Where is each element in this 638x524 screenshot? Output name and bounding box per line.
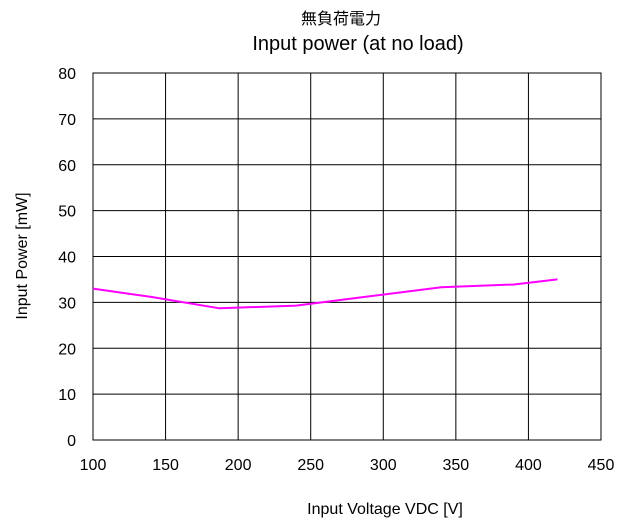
y-tick-label: 0	[67, 433, 76, 450]
y-tick-label: 40	[58, 250, 76, 267]
series-layer	[92, 278, 558, 310]
chart-title-japanese: 無負荷電力	[301, 10, 381, 28]
x-axis-label: Input Voltage VDC [V]	[307, 501, 463, 518]
y-axis-label: Input Power [mW]	[14, 192, 31, 319]
plot-area-frame	[92, 72, 602, 441]
y-tick-labels: 0 10 20 30 40 50 60 70 80	[58, 66, 76, 450]
x-tick-label: 450	[588, 457, 615, 474]
x-tick-label: 200	[225, 457, 252, 474]
x-tick-label: 300	[370, 457, 397, 474]
series-line	[92, 278, 558, 310]
y-tick-label: 70	[58, 112, 76, 129]
x-tick-label: 400	[515, 457, 542, 474]
x-tick-label: 150	[152, 457, 179, 474]
y-tick-label: 30	[58, 295, 76, 312]
x-tick-label: 250	[297, 457, 324, 474]
y-tick-label: 10	[58, 387, 76, 404]
y-tick-label: 50	[58, 204, 76, 221]
chart-title: Input power (at no load)	[252, 33, 463, 55]
y-tick-label: 20	[58, 341, 76, 358]
x-tick-labels: 100 150 200 250 300 350 400 450	[80, 457, 615, 474]
x-tick-label: 100	[80, 457, 107, 474]
y-tick-label: 60	[58, 158, 76, 175]
y-tick-label: 80	[58, 66, 76, 83]
x-tick-label: 350	[443, 457, 470, 474]
grid	[92, 72, 602, 441]
